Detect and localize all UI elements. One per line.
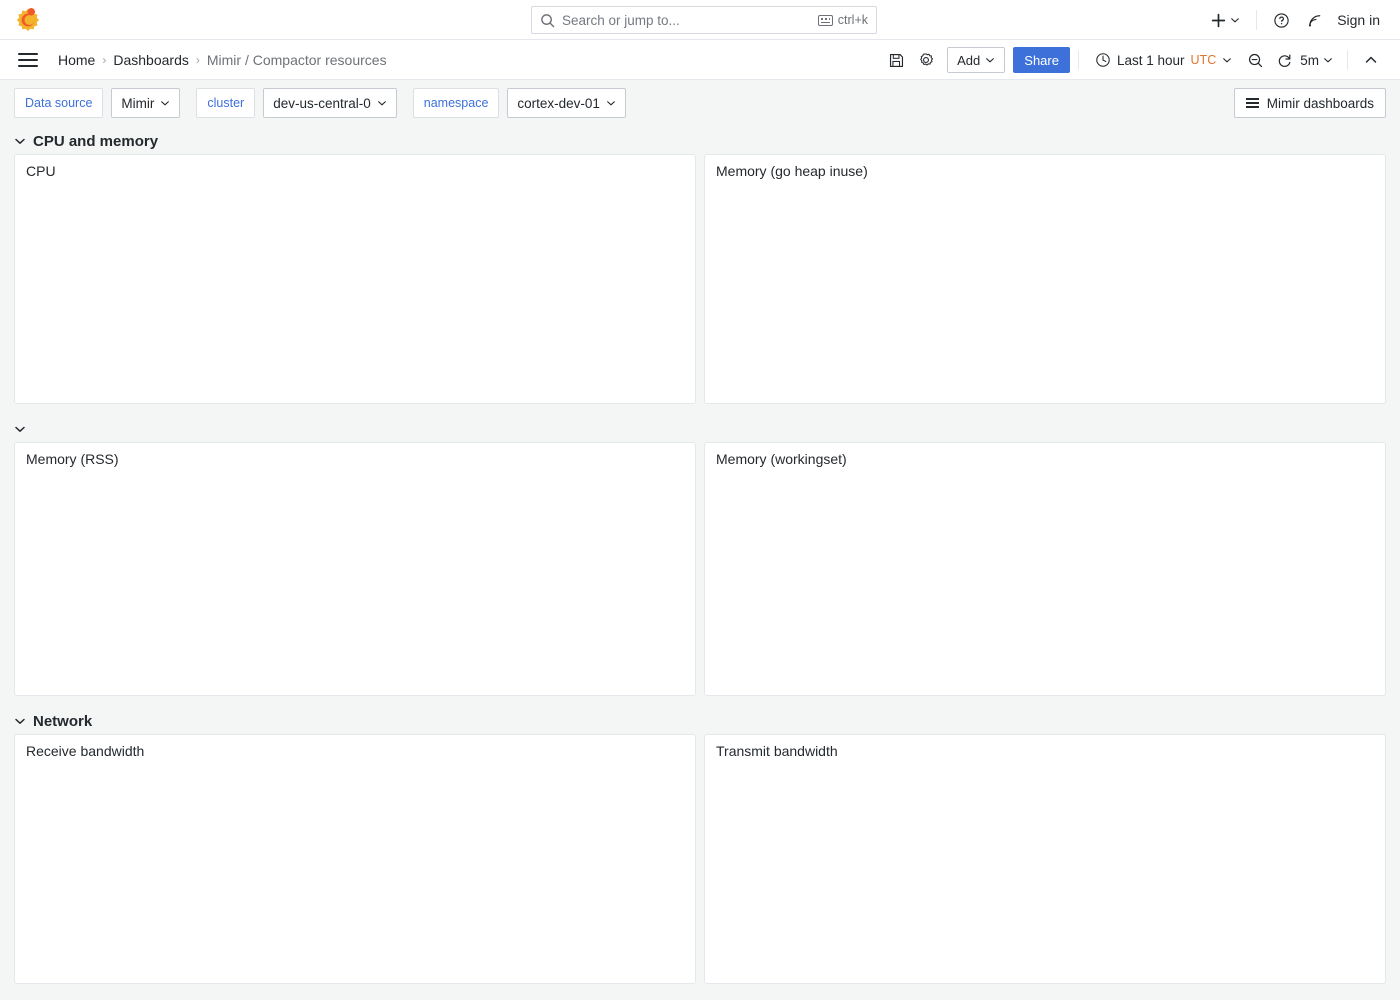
sign-in-button[interactable]: Sign in <box>1337 12 1380 28</box>
add-new-button[interactable] <box>1202 6 1248 34</box>
panel-row-2: Memory (RSS) Memory (workingset) <box>0 442 1400 696</box>
rss-icon <box>1309 14 1321 26</box>
top-navbar: Search or jump to... ctrl+k Sign in <box>0 0 1400 40</box>
legend-memory-rss <box>15 467 695 476</box>
breadcrumb-separator: › <box>102 52 107 67</box>
add-panel-label: Add <box>957 52 981 68</box>
panel-title: CPU <box>26 163 56 179</box>
variable-namespace: namespace cortex-dev-01 <box>412 88 626 118</box>
mimir-dashboards-label: Mimir dashboards <box>1266 95 1374 111</box>
divider <box>1347 50 1348 70</box>
grafana-logo-icon[interactable] <box>16 7 40 32</box>
legend-memory-go-heap-inuse <box>705 179 1385 188</box>
variable-datasource: Data source Mimir <box>14 88 181 118</box>
panel-memory-workingset: Memory (workingset) <box>704 442 1386 696</box>
variable-value-text: cortex-dev-01 <box>517 95 600 111</box>
news-button[interactable] <box>1298 6 1331 34</box>
panel-memory-go-heap-inuse: Memory (go heap inuse) <box>704 154 1386 404</box>
breadcrumb: Home › Dashboards › Mimir / Compactor re… <box>58 52 387 68</box>
divider <box>1077 50 1079 70</box>
panel-row-1: CPU Memory (go heap inuse) <box>0 154 1400 404</box>
row-title: Network <box>33 712 93 730</box>
topnav-actions: Sign in <box>1202 0 1386 40</box>
search-icon <box>540 13 555 28</box>
variable-value-text: dev-us-central-0 <box>273 95 371 111</box>
save-dashboard-button[interactable] <box>881 46 911 74</box>
clock-icon <box>1096 53 1110 67</box>
search-input[interactable]: Search or jump to... ctrl+k <box>531 6 877 34</box>
legend-memory-workingset <box>705 467 1385 476</box>
chevron-up-icon <box>1365 56 1377 63</box>
panel-title: Receive bandwidth <box>26 743 145 759</box>
variable-value-namespace[interactable]: cortex-dev-01 <box>507 88 626 118</box>
chevron-down-icon <box>14 135 26 147</box>
refresh-icon <box>1279 54 1291 67</box>
shortcut-label: ctrl+k <box>837 13 868 27</box>
panel-transmit-bandwidth: Transmit bandwidth <box>704 734 1386 984</box>
breadcrumb-item-current: Mimir / Compactor resources <box>206 51 387 68</box>
timezone-label: UTC <box>1190 53 1217 67</box>
breadcrumb-bar: Home › Dashboards › Mimir / Compactor re… <box>0 40 1400 80</box>
row-header-untitled[interactable] <box>0 416 1400 442</box>
mimir-dashboards-link[interactable]: Mimir dashboards <box>1233 88 1386 118</box>
search-shortcut: ctrl+k <box>817 13 868 27</box>
help-circle-icon <box>1274 12 1289 28</box>
refresh-picker[interactable]: 5m <box>1270 52 1339 69</box>
gear-icon <box>920 53 934 66</box>
divider <box>1256 10 1258 30</box>
dashboard-toolbar: Add Share Last 1 hour UTC 5m <box>881 40 1386 80</box>
row-header-cpu-and-memory[interactable]: CPU and memory <box>0 128 1400 154</box>
row-title: CPU and memory <box>33 132 159 150</box>
variable-value-datasource[interactable]: Mimir <box>111 88 181 118</box>
breadcrumb-separator: › <box>195 52 200 67</box>
variable-label-cluster: cluster <box>196 88 256 118</box>
hamburger-menu-icon[interactable] <box>18 49 38 71</box>
breadcrumb-item-dashboards[interactable]: Dashboards <box>113 51 189 68</box>
refresh-interval-label: 5m <box>1300 52 1319 68</box>
chevron-down-icon <box>14 715 26 727</box>
zoom-out-icon <box>1248 53 1262 67</box>
panel-title: Memory (RSS) <box>26 451 119 467</box>
panel-title: Memory (workingset) <box>716 451 847 467</box>
list-icon <box>1245 95 1259 110</box>
variable-value-cluster[interactable]: dev-us-central-0 <box>263 88 397 118</box>
legend-cpu <box>15 179 695 188</box>
keyboard-icon <box>817 14 833 26</box>
panel-memory-rss: Memory (RSS) <box>14 442 696 696</box>
panel-row-3: Receive bandwidth Transmit bandwidth <box>0 734 1400 984</box>
chevron-down-icon <box>14 423 26 435</box>
panel-title: Memory (go heap inuse) <box>716 163 868 179</box>
chevron-down-icon <box>1223 58 1232 63</box>
chevron-down-icon <box>377 101 386 106</box>
variable-label-namespace: namespace <box>412 88 500 118</box>
chevron-down-icon <box>161 101 170 106</box>
variable-cluster: cluster dev-us-central-0 <box>196 88 397 118</box>
add-panel-button[interactable]: Add <box>947 47 1006 73</box>
collapse-toolbar-button[interactable] <box>1356 46 1386 74</box>
row-header-network[interactable]: Network <box>0 708 1400 734</box>
share-button[interactable]: Share <box>1013 47 1070 73</box>
panel-title: Transmit bandwidth <box>716 743 838 759</box>
variable-label-datasource: Data source <box>14 88 104 118</box>
chevron-down-icon <box>986 58 995 63</box>
variable-value-text: Mimir <box>121 95 155 111</box>
chevron-down-icon <box>1324 58 1332 63</box>
search-placeholder: Search or jump to... <box>562 12 680 28</box>
save-disk-icon <box>889 53 903 67</box>
breadcrumb-item-home[interactable]: Home <box>58 51 96 68</box>
time-range-label: Last 1 hour <box>1116 52 1185 68</box>
template-variables-bar: Data source Mimir cluster dev-us-central… <box>0 80 1400 126</box>
zoom-out-time-button[interactable] <box>1240 46 1270 74</box>
time-range-picker[interactable]: Last 1 hour UTC <box>1087 46 1240 74</box>
help-button[interactable] <box>1265 6 1298 34</box>
dashboard-settings-button[interactable] <box>911 46 941 74</box>
chevron-down-icon <box>1231 18 1240 23</box>
panel-receive-bandwidth: Receive bandwidth <box>14 734 696 984</box>
panel-cpu: CPU <box>14 154 696 404</box>
chevron-down-icon <box>607 101 615 106</box>
